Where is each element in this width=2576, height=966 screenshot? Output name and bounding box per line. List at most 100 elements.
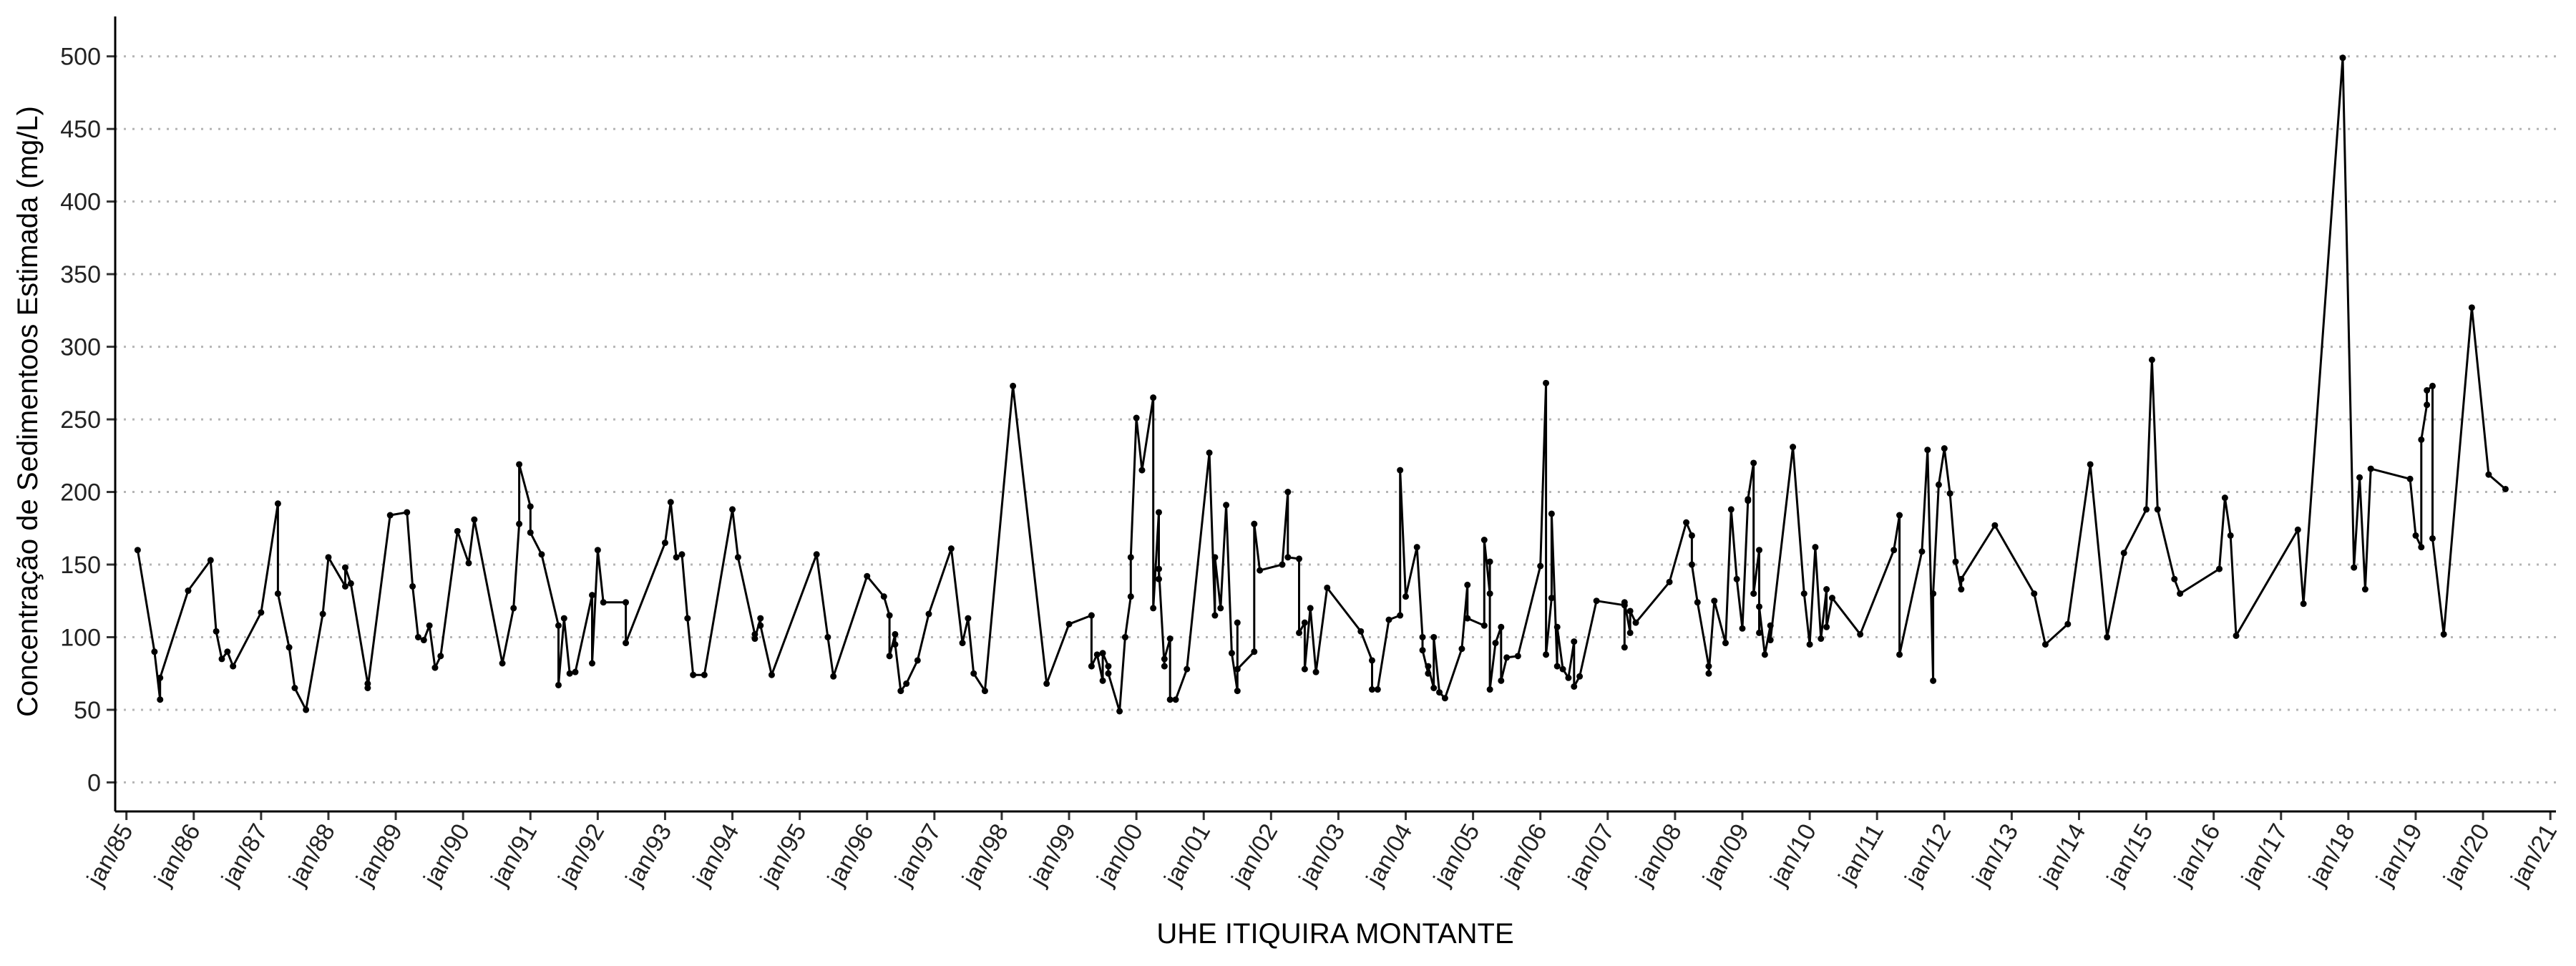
data-point — [1419, 633, 1426, 640]
data-point — [364, 685, 371, 692]
data-point — [2429, 382, 2436, 389]
data-point — [1425, 663, 1432, 670]
data-point — [1688, 561, 1695, 568]
data-point — [1324, 584, 1331, 591]
data-point — [1413, 544, 1420, 551]
y-tick-label: 500 — [60, 44, 101, 71]
data-point — [1105, 663, 1112, 670]
data-point — [2171, 575, 2178, 582]
data-point — [1184, 665, 1191, 673]
data-point — [1503, 654, 1511, 661]
data-point — [1924, 447, 1931, 454]
data-point — [566, 670, 573, 677]
data-point — [325, 554, 332, 561]
data-point — [2120, 550, 2127, 557]
x-axis-title: UHE ITIQUIRA MONTANTE — [1156, 918, 1513, 950]
data-point — [2031, 590, 2038, 597]
data-point — [594, 547, 601, 554]
data-point — [538, 551, 545, 558]
y-tick-label: 300 — [60, 334, 101, 361]
data-point — [1374, 686, 1381, 693]
x-tick-label: jan/00 — [1091, 819, 1148, 891]
data-point — [2424, 386, 2431, 394]
y-tick-label: 200 — [60, 479, 101, 507]
data-point — [1480, 537, 1488, 544]
data-point — [1705, 663, 1712, 670]
data-point — [2339, 54, 2346, 62]
x-tick-label: jan/85 — [82, 819, 139, 891]
data-point — [1211, 554, 1219, 561]
x-tick-label: jan/02 — [1226, 819, 1284, 891]
data-point — [274, 500, 281, 507]
data-point — [1800, 590, 1807, 597]
data-point — [757, 622, 764, 629]
data-point — [1251, 648, 1258, 655]
data-point — [1756, 603, 1763, 610]
data-point — [684, 615, 691, 622]
data-point — [1576, 673, 1584, 680]
data-point — [347, 580, 354, 587]
data-point — [1279, 561, 1286, 568]
x-tick-label: jan/96 — [822, 819, 879, 891]
data-point — [1127, 554, 1134, 561]
data-point — [1217, 605, 1224, 612]
x-tick-label: jan/89 — [351, 819, 408, 891]
data-point — [274, 590, 281, 597]
data-point — [1823, 586, 1830, 593]
data-point — [1750, 590, 1757, 597]
data-point — [1498, 623, 1505, 630]
data-point — [2216, 565, 2223, 572]
data-point — [1223, 502, 1230, 509]
data-point — [218, 655, 225, 663]
data-point — [2406, 475, 2414, 482]
x-tick-label: jan/03 — [1294, 819, 1351, 891]
data-point — [1357, 628, 1365, 635]
data-point — [1750, 459, 1757, 467]
data-point — [897, 688, 904, 695]
x-tick-label: jan/98 — [957, 819, 1014, 891]
data-point — [1739, 625, 1746, 632]
data-point — [1593, 597, 1600, 605]
data-point — [224, 648, 231, 655]
data-point — [2104, 633, 2111, 640]
data-point — [341, 564, 348, 571]
x-tick-label: jan/10 — [1765, 819, 1822, 891]
data-point — [1133, 414, 1140, 421]
data-point — [1930, 677, 1937, 684]
data-point — [516, 520, 523, 527]
data-point — [207, 557, 214, 564]
data-point — [1296, 555, 1303, 562]
data-point — [1010, 382, 1017, 389]
data-point — [589, 592, 596, 599]
data-point — [409, 582, 416, 590]
y-tick-label: 150 — [60, 552, 101, 579]
data-point — [1166, 635, 1174, 643]
data-point — [2361, 586, 2368, 593]
data-point — [1823, 623, 1830, 630]
series-line — [136, 57, 2507, 713]
x-tick-label: jan/08 — [1630, 819, 1687, 891]
data-point — [1419, 647, 1426, 654]
data-point — [1571, 683, 1578, 690]
data-point — [426, 622, 433, 629]
data-point — [1666, 578, 1673, 585]
data-point — [701, 671, 708, 678]
data-point — [2418, 436, 2425, 443]
data-point — [2143, 506, 2150, 513]
data-point — [510, 605, 517, 612]
x-tick-label: jan/95 — [755, 819, 812, 891]
data-point — [1402, 593, 1410, 600]
data-point — [1767, 622, 1774, 629]
data-point — [465, 560, 472, 567]
data-point — [157, 696, 164, 703]
data-point — [1234, 619, 1241, 626]
data-point — [527, 529, 534, 536]
y-tick-label: 50 — [74, 697, 101, 724]
x-tick-label: jan/87 — [216, 819, 273, 891]
data-point — [1166, 696, 1174, 703]
data-point — [623, 599, 630, 606]
data-point — [1537, 562, 1544, 570]
data-point — [2351, 564, 2358, 571]
data-point — [2418, 544, 2425, 551]
